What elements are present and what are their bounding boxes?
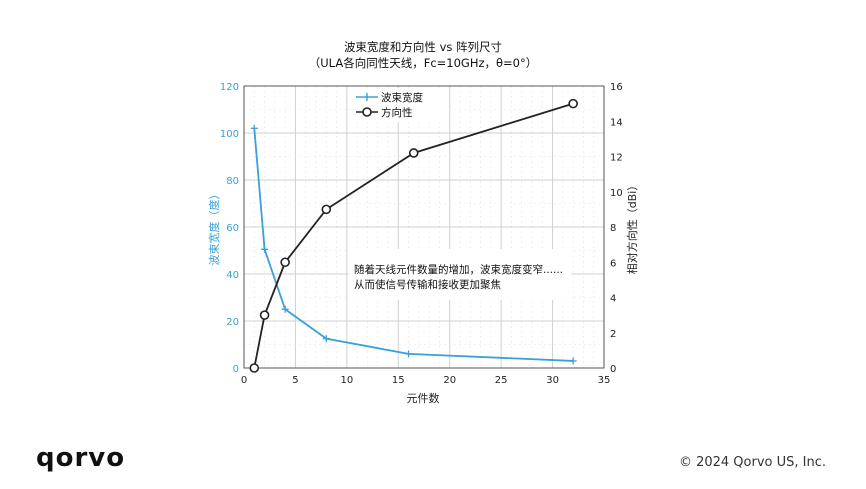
copyright-text: © 2024 Qorvo US, Inc. — [679, 455, 826, 470]
x-tick-label: 15 — [392, 375, 405, 386]
x-tick-label: 10 — [340, 375, 353, 386]
data-point-beamwidth — [322, 335, 330, 343]
chart-subtitle: （ULA各向同性天线，Fc=10GHz，θ=0°） — [309, 56, 538, 70]
qorvo-logo: qorvo — [36, 443, 125, 473]
y-axis-left-label: 波束宽度（度） — [207, 189, 221, 266]
series-line-beamwidth — [253, 128, 574, 362]
series — [249, 98, 578, 373]
y-right-tick-label: 6 — [610, 258, 616, 269]
data-point-beamwidth — [281, 305, 289, 313]
chart-title: 波束宽度和方向性 vs 阵列尺寸 — [344, 40, 502, 54]
x-tick-label: 0 — [241, 375, 247, 386]
y-left-tick-label: 80 — [226, 176, 239, 187]
legend-beamwidth-label: 波束宽度 — [381, 91, 423, 104]
x-tick-label: 35 — [598, 375, 611, 386]
y-right-tick-label: 0 — [610, 364, 616, 375]
data-point-beamwidth — [261, 245, 269, 253]
y-left-tick-label: 120 — [220, 82, 239, 93]
y-right-tick-label: 8 — [610, 223, 616, 234]
y-right-tick-label: 2 — [610, 329, 616, 340]
data-point-directivity — [568, 98, 578, 109]
legend: 波束宽度 方向性 — [352, 88, 447, 122]
data-point-directivity — [259, 310, 270, 320]
y-right-tick-label: 16 — [610, 82, 623, 93]
data-point-directivity — [408, 148, 419, 158]
y-right-tick-label: 14 — [610, 117, 623, 128]
legend-directivity-label: 方向性 — [381, 106, 413, 119]
x-tick-label: 5 — [292, 375, 298, 386]
y-right-tick-label: 12 — [610, 153, 623, 164]
annotation-box — [349, 249, 571, 300]
annotation-line-1: 随着天线元件数量的增加，波束宽度变窄...... — [354, 263, 563, 276]
data-point-directivity — [321, 204, 332, 215]
data-point-directivity — [280, 257, 290, 268]
y-left-tick-label: 60 — [226, 223, 239, 234]
x-tick-label: 30 — [546, 375, 559, 386]
data-point-beamwidth — [569, 357, 577, 365]
x-axis-label: 元件数 — [407, 392, 440, 405]
y-right-tick-label: 10 — [610, 188, 623, 199]
axis-ticks: 0 5 10 15 20 25 30 3502040608010012002468101214… — [220, 82, 623, 386]
data-point-directivity — [249, 363, 260, 373]
x-tick-label: 25 — [495, 375, 508, 386]
legend-directivity-marker — [362, 107, 372, 117]
y-left-tick-label: 100 — [220, 129, 239, 140]
y-left-tick-label: 40 — [226, 270, 239, 281]
y-right-tick-label: 4 — [610, 294, 616, 305]
y-axis-right-label: 相对方向性（dBi） — [625, 180, 639, 275]
x-tick-label: 20 — [443, 375, 456, 386]
y-left-tick-label: 0 — [233, 364, 239, 375]
data-point-beamwidth — [250, 124, 258, 132]
grid — [244, 86, 604, 368]
y-left-tick-label: 20 — [226, 317, 239, 328]
annotation-line-2: 从而使信号传输和接收更加聚焦 — [354, 278, 501, 291]
data-point-beamwidth — [405, 350, 413, 358]
series-line-directivity — [253, 102, 574, 369]
plot-frame — [243, 85, 605, 369]
